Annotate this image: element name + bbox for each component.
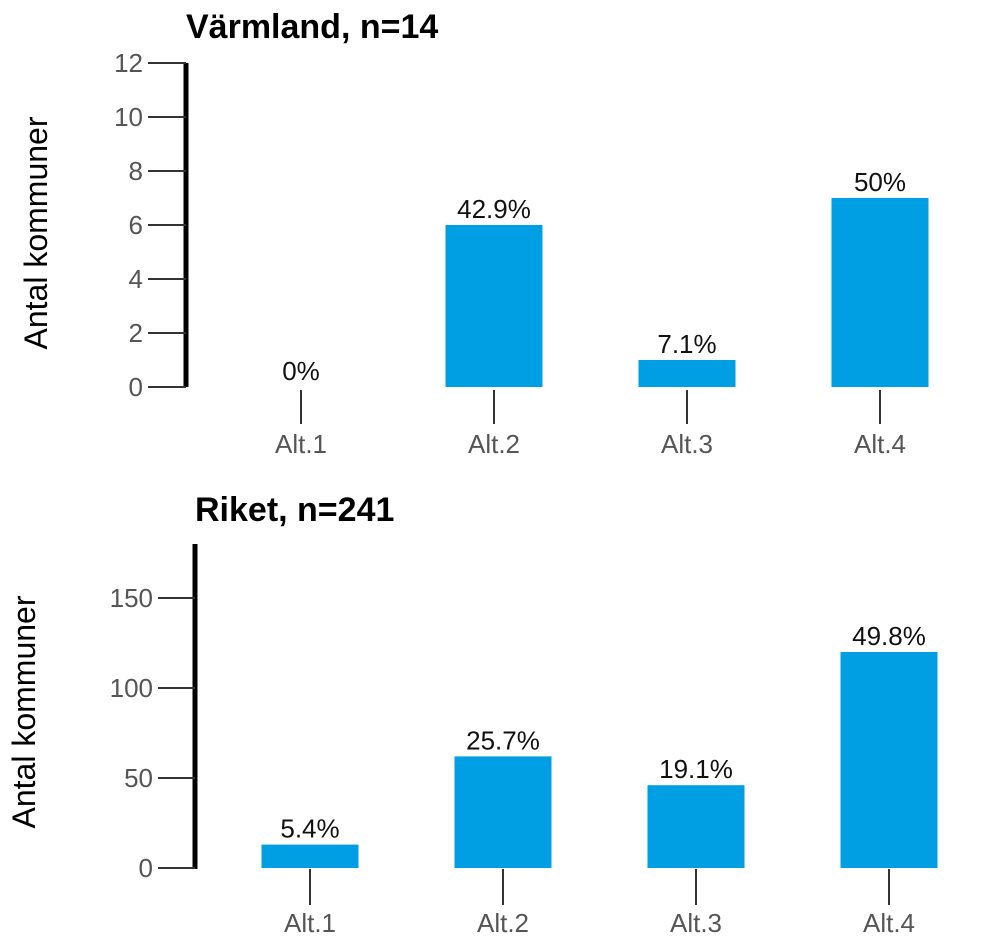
x-tick-label: Alt.3 bbox=[670, 908, 722, 937]
bar-data-label: 25.7% bbox=[466, 725, 540, 755]
y-tick-label: 0 bbox=[129, 372, 143, 402]
y-tick-label: 10 bbox=[114, 102, 143, 132]
x-tick-label: Alt.1 bbox=[275, 429, 327, 459]
chart-panel-varmland: Värmland, n=14 Antal kommuner 0 2 4 6 8 10 12 0… bbox=[18, 8, 929, 459]
chart-panel-riket: Riket, n=241 Antal kommuner 0 50 100 150 5.4… bbox=[6, 491, 938, 937]
bar-data-label: 5.4% bbox=[280, 814, 339, 844]
bar-data-label: 49.8% bbox=[852, 621, 926, 651]
bar-data-label: 7.1% bbox=[657, 329, 716, 359]
chart-title: Värmland, n=14 bbox=[186, 8, 438, 46]
y-tick-label: 6 bbox=[129, 210, 143, 240]
y-axis-label: Antal kommuner bbox=[18, 116, 54, 349]
x-tick-label: Alt.2 bbox=[477, 908, 529, 937]
y-tick-label: 12 bbox=[114, 48, 143, 78]
bar bbox=[831, 198, 929, 387]
bar-data-label: 42.9% bbox=[457, 194, 531, 224]
y-tick-label: 100 bbox=[110, 673, 153, 703]
bar bbox=[647, 785, 745, 868]
y-tick-label: 150 bbox=[110, 583, 153, 613]
x-tick-label: Alt.4 bbox=[854, 429, 906, 459]
bar bbox=[454, 756, 552, 868]
y-tick-label: 50 bbox=[124, 763, 153, 793]
y-tick-label: 8 bbox=[129, 156, 143, 186]
x-tick-label: Alt.1 bbox=[284, 908, 336, 937]
bar-data-label: 19.1% bbox=[659, 754, 733, 784]
chart-title: Riket, n=241 bbox=[195, 491, 394, 529]
bar bbox=[261, 844, 359, 868]
bar bbox=[840, 652, 938, 868]
x-tick-label: Alt.2 bbox=[468, 429, 520, 459]
y-axis-label: Antal kommuner bbox=[6, 595, 42, 828]
bar bbox=[445, 225, 543, 387]
y-tick-label: 2 bbox=[129, 318, 143, 348]
x-tick-label: Alt.3 bbox=[661, 429, 713, 459]
bar bbox=[638, 360, 736, 387]
bar-data-label: 50% bbox=[854, 167, 906, 197]
bar-data-label: 0% bbox=[282, 356, 320, 386]
x-tick-label: Alt.4 bbox=[863, 908, 915, 937]
y-tick-label: 4 bbox=[129, 264, 143, 294]
y-tick-label: 0 bbox=[139, 853, 153, 883]
